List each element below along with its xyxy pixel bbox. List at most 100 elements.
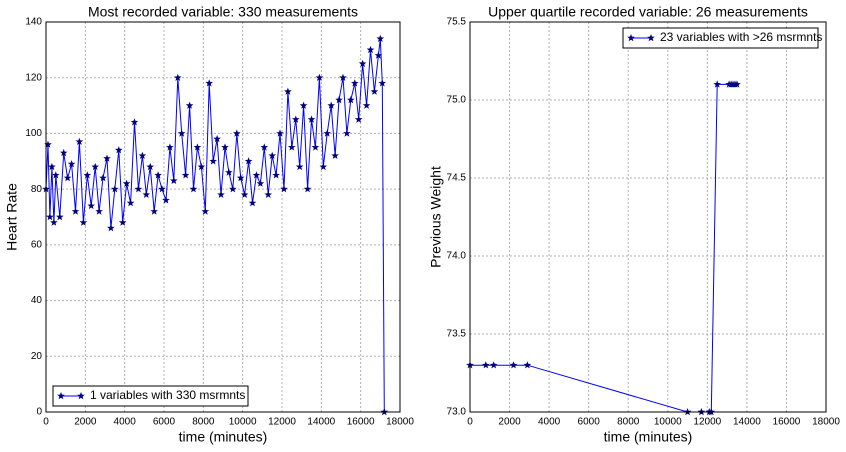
point-marker xyxy=(46,213,54,221)
legend-marker xyxy=(627,34,635,42)
point-marker xyxy=(335,96,343,104)
point-marker xyxy=(280,185,288,193)
x-axis-label: time (minutes) xyxy=(604,429,693,445)
y-tick-label: 75.0 xyxy=(447,95,467,106)
y-tick-label: 74.5 xyxy=(447,173,467,184)
point-marker xyxy=(134,185,143,193)
point-marker xyxy=(358,59,367,67)
point-marker xyxy=(50,218,58,226)
axes-frame xyxy=(45,21,401,413)
y-tick-label: 73.5 xyxy=(447,329,467,340)
y-tick-label: 100 xyxy=(25,128,42,139)
point-marker xyxy=(205,79,213,87)
point-marker xyxy=(209,157,217,165)
point-marker xyxy=(378,79,387,87)
point-marker xyxy=(244,157,253,165)
point-marker xyxy=(189,185,198,193)
x-tick-label: 18000 xyxy=(812,417,840,428)
point-marker xyxy=(79,218,88,226)
point-marker xyxy=(733,80,741,88)
point-marker xyxy=(327,101,335,109)
point-marker xyxy=(288,143,296,151)
point-marker xyxy=(185,101,194,109)
point-marker xyxy=(44,140,52,148)
legend-marker xyxy=(57,392,65,400)
chart-title: Most recorded variable: 330 measurements xyxy=(88,4,358,20)
point-marker xyxy=(284,87,292,95)
point-marker xyxy=(713,80,721,88)
point-marker xyxy=(71,207,80,215)
point-marker xyxy=(489,361,498,369)
axes-frame xyxy=(469,21,827,413)
point-marker xyxy=(174,73,182,81)
point-marker xyxy=(351,79,359,87)
point-marker xyxy=(130,118,139,126)
point-marker xyxy=(115,146,123,154)
point-marker xyxy=(268,151,276,159)
y-tick-label: 20 xyxy=(31,351,43,362)
y-tick-label: 60 xyxy=(31,239,43,250)
point-marker xyxy=(248,199,257,207)
point-marker xyxy=(292,115,300,123)
point-marker xyxy=(233,129,241,137)
point-marker xyxy=(264,190,272,198)
x-tick-label: 16000 xyxy=(347,417,375,428)
point-marker xyxy=(376,34,385,42)
point-marker xyxy=(509,361,518,369)
y-axis-label: Heart Rate xyxy=(4,183,20,251)
point-marker xyxy=(63,174,72,182)
y-tick-label: 0 xyxy=(36,407,42,418)
point-marker xyxy=(260,143,269,151)
point-marker xyxy=(181,171,190,179)
legend-box xyxy=(622,27,819,49)
point-marker xyxy=(122,179,131,187)
y-axis-label: Previous Weight xyxy=(428,166,444,268)
x-tick-label: 10000 xyxy=(229,417,257,428)
point-marker xyxy=(99,174,107,182)
point-marker xyxy=(83,171,92,179)
x-tick-label: 8000 xyxy=(192,417,215,428)
point-marker xyxy=(331,151,339,159)
point-marker xyxy=(323,129,331,137)
point-marker xyxy=(225,168,233,176)
x-tick-label: 12000 xyxy=(268,417,296,428)
point-marker xyxy=(154,171,162,179)
point-marker xyxy=(362,101,371,109)
point-marker xyxy=(158,185,166,193)
point-marker xyxy=(343,129,351,137)
point-marker xyxy=(118,218,127,226)
point-marker xyxy=(138,151,147,159)
legend-label: 1 variables with 330 msrmnts xyxy=(90,388,245,402)
legend-label: 23 variables with >26 msrmnts xyxy=(660,30,822,44)
point-marker xyxy=(339,73,347,81)
point-marker xyxy=(146,162,154,171)
chart-title: Upper quartile recorded variable: 26 mea… xyxy=(488,4,808,20)
point-marker xyxy=(103,154,111,162)
x-tick-label: 14000 xyxy=(733,417,761,428)
x-tick-label: 2000 xyxy=(74,417,97,428)
point-marker xyxy=(482,361,490,369)
y-tick-label: 40 xyxy=(31,295,43,306)
point-marker xyxy=(252,171,261,179)
point-marker xyxy=(162,196,170,204)
point-marker xyxy=(166,143,174,151)
x-tick-label: 0 xyxy=(43,417,49,428)
point-marker xyxy=(523,361,532,369)
point-marker xyxy=(370,87,379,95)
point-marker xyxy=(299,101,308,109)
point-marker xyxy=(170,176,178,184)
point-marker xyxy=(67,160,76,168)
point-marker xyxy=(91,162,99,171)
y-tick-label: 120 xyxy=(25,72,42,83)
point-marker xyxy=(303,185,312,193)
point-marker xyxy=(177,129,186,137)
point-marker xyxy=(272,171,280,179)
point-marker xyxy=(197,162,206,171)
x-tick-label: 8000 xyxy=(617,417,640,428)
point-marker xyxy=(307,115,316,123)
x-tick-label: 4000 xyxy=(538,417,561,428)
point-marker xyxy=(59,148,68,157)
point-marker xyxy=(111,185,119,193)
point-marker xyxy=(256,179,265,187)
x-axis-label: time (minutes) xyxy=(179,429,268,445)
